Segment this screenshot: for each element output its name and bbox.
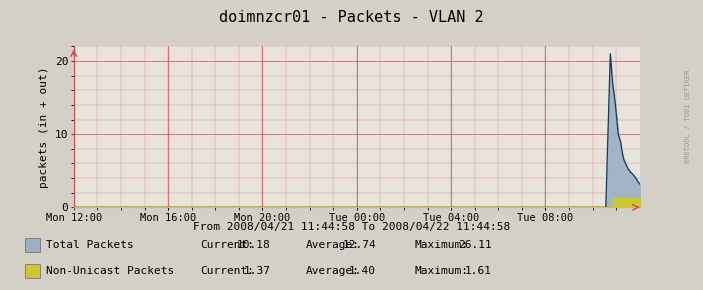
Text: From 2008/04/21 11:44:58 To 2008/04/22 11:44:58: From 2008/04/21 11:44:58 To 2008/04/22 1… [193,222,510,232]
Text: 1.37: 1.37 [244,266,271,276]
Text: 1.40: 1.40 [349,266,376,276]
Text: Total Packets: Total Packets [46,240,134,250]
Text: 12.74: 12.74 [342,240,376,250]
Text: Current:: Current: [200,240,254,250]
Text: Average:: Average: [306,240,360,250]
Text: 1.61: 1.61 [465,266,492,276]
Y-axis label: packets (in + out): packets (in + out) [39,66,49,188]
Text: Current:: Current: [200,266,254,276]
Text: Non-Unicast Packets: Non-Unicast Packets [46,266,174,276]
Text: Maximum:: Maximum: [415,240,469,250]
Text: Average:: Average: [306,266,360,276]
Text: 10.18: 10.18 [237,240,271,250]
Text: RRDTOOL / TOBI OETIKER: RRDTOOL / TOBI OETIKER [685,69,690,163]
Text: doimnzcr01 - Packets - VLAN 2: doimnzcr01 - Packets - VLAN 2 [219,10,484,25]
Text: 26.11: 26.11 [458,240,492,250]
Text: Maximum:: Maximum: [415,266,469,276]
